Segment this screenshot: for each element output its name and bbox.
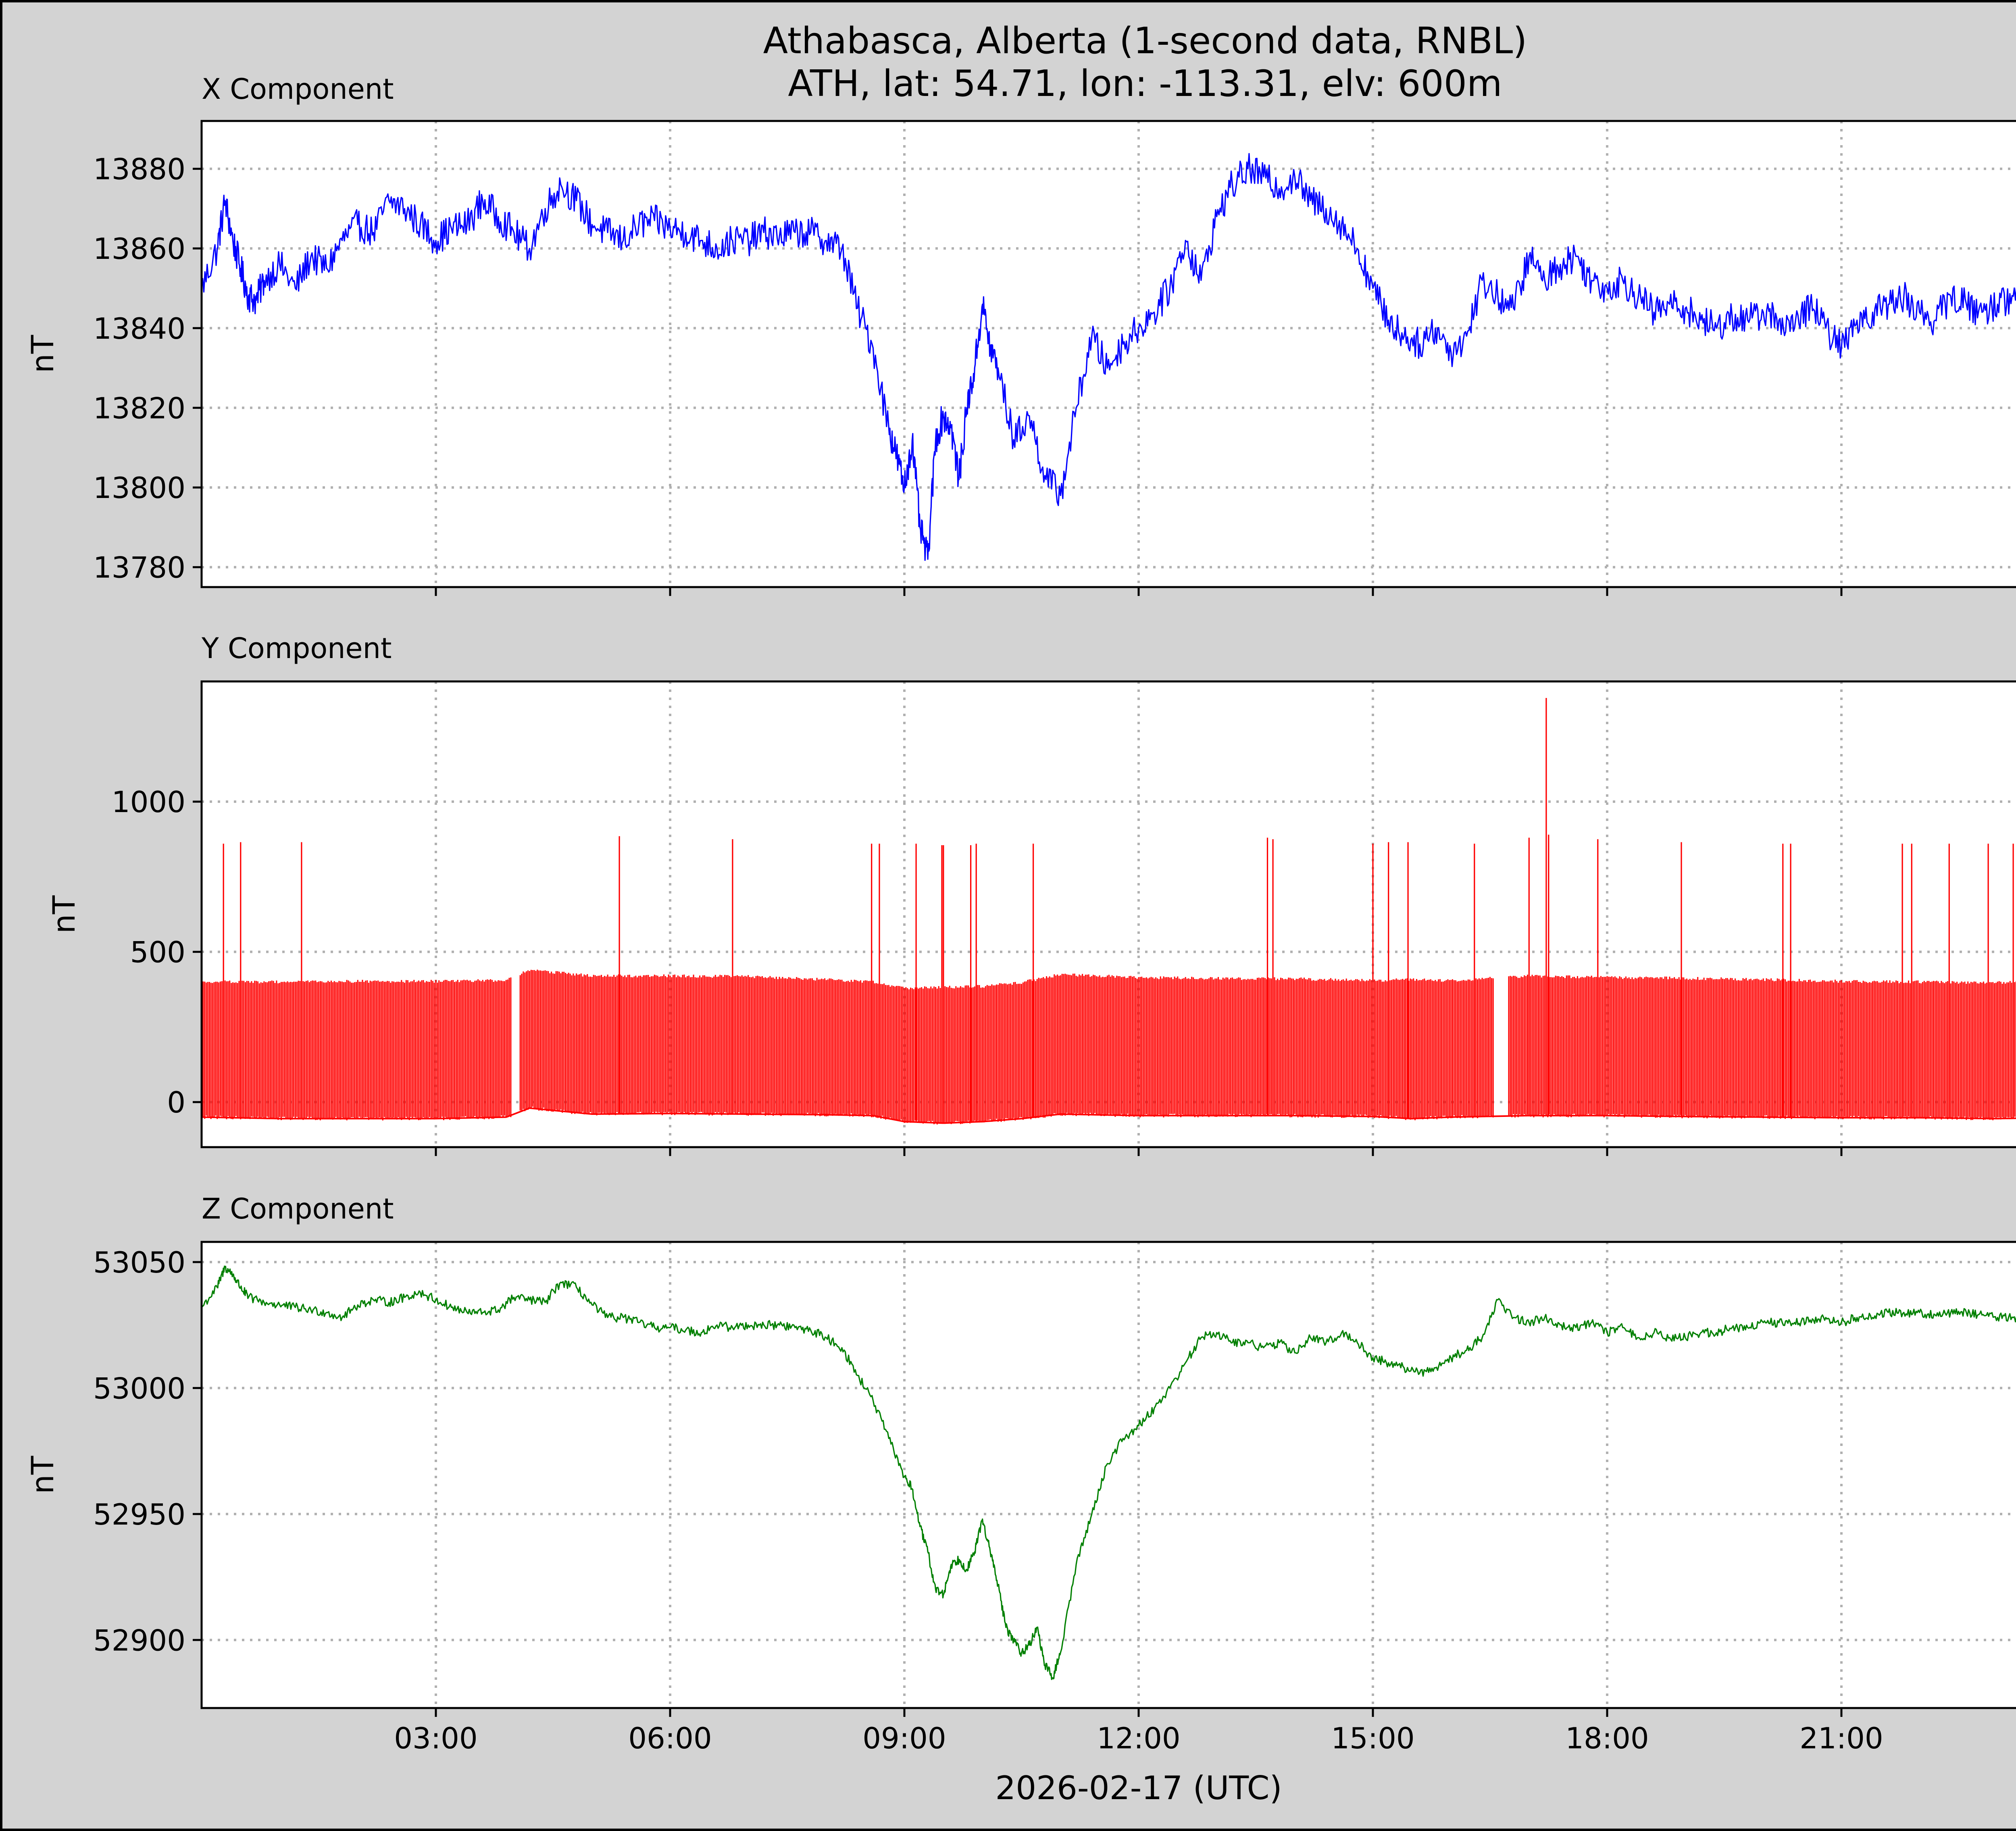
xtick-label-2: 09:00: [862, 1721, 946, 1755]
xtick-label-0: 03:00: [394, 1721, 478, 1755]
plot-area-z: [202, 1242, 2016, 1708]
grid-z: [202, 1242, 2016, 1708]
panel-z-title: Z Component: [202, 1192, 394, 1225]
series-line-x: [201, 153, 2016, 561]
yticks-x: 13780 13800 13820 13840 13860 13880: [93, 152, 202, 585]
xtick-label-5: 18:00: [1565, 1721, 1649, 1755]
ytick-label-x-0: 13780: [93, 551, 185, 585]
ylabel-y: nT: [46, 895, 82, 933]
series-x: [201, 153, 2016, 561]
ytick-label-z-3: 53050: [93, 1246, 185, 1279]
ytick-label-x-1: 13800: [93, 471, 185, 505]
ytick-label-z-0: 52900: [93, 1623, 185, 1657]
panel-x-title: X Component: [202, 73, 394, 106]
ytick-label-z-1: 52950: [93, 1498, 185, 1531]
ytick-label-x-2: 13820: [93, 391, 185, 425]
xtick-label-6: 21:00: [1799, 1721, 1883, 1755]
x-axis-label: 2026-02-17 (UTC): [995, 1769, 1282, 1807]
plot-area-x: [202, 121, 2016, 587]
panel-y-title: Y Component: [201, 632, 392, 665]
series-bars-y: [202, 969, 2016, 1125]
ytick-label-z-2: 53000: [93, 1371, 185, 1405]
yticks-y: 0 500 1000: [112, 785, 202, 1119]
figure-title-line1: Athabasca, Alberta (1-second data, RNBL): [763, 20, 1527, 62]
ytick-label-y-2: 1000: [112, 785, 185, 819]
xticks-y: [435, 1147, 1843, 1156]
series-baseline-y: [201, 1107, 2016, 1124]
ylabel-x: nT: [25, 335, 60, 373]
ytick-label-x-5: 13880: [93, 152, 185, 186]
ylabel-z: nT: [25, 1456, 60, 1494]
series-y: [201, 698, 2016, 1125]
panel-z: Z Component 52900 52950 53000 53050 03:00 06…: [25, 1192, 2016, 1755]
panel-x: X Component 13780 13800 13820 13840 13860 138…: [25, 73, 2016, 596]
xtick-label-3: 12:00: [1097, 1721, 1181, 1755]
ytick-label-x-3: 13840: [93, 312, 185, 346]
panel-y: Y Component 0 500 1000 nT: [46, 632, 2016, 1156]
xticks-x: [435, 587, 1843, 596]
yticks-z: 52900 52950 53000 53050: [93, 1246, 202, 1657]
ytick-label-y-1: 500: [130, 935, 185, 969]
xtick-label-1: 06:00: [628, 1721, 712, 1755]
ytick-label-x-4: 13860: [93, 232, 185, 266]
xticks-z: 03:00 06:00 09:00 12:00 15:00 18:00 21:00: [394, 1708, 1883, 1755]
figure-title-line2: ATH, lat: 54.71, lon: -113.31, elv: 600m: [788, 62, 1502, 105]
xtick-label-4: 15:00: [1331, 1721, 1415, 1755]
series-line-z: [201, 1265, 2016, 1680]
ytick-label-y-0: 0: [167, 1085, 185, 1119]
series-z: [201, 1265, 2016, 1680]
